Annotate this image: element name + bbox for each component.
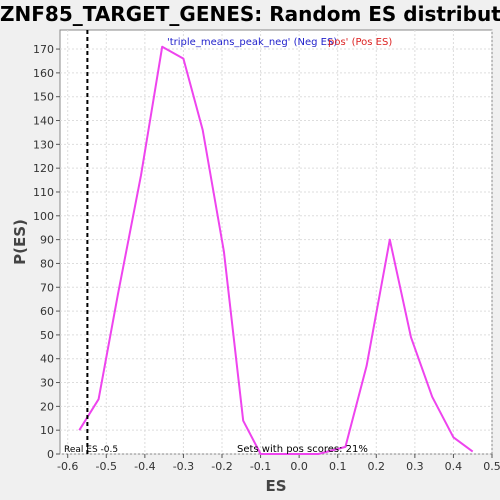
y-tick-label: 0 (47, 448, 54, 461)
pos-scores-annotation: Sets with pos scores: 21% (237, 444, 368, 455)
y-tick-label: 90 (40, 234, 54, 247)
y-tick-label: 10 (40, 424, 54, 437)
x-tick-label: -0.5 (96, 460, 117, 473)
y-tick-label: 20 (40, 400, 54, 413)
y-tick-label: 130 (33, 138, 54, 151)
y-tick-label: 110 (33, 186, 54, 199)
x-tick-label: 0.5 (483, 460, 500, 473)
y-axis: 0 10 20 30 40 50 60 70 80 90 100 110 120 130 140 150 160… (33, 43, 60, 461)
y-tick-label: 60 (40, 305, 54, 318)
x-tick-label: -0.4 (134, 460, 155, 473)
x-axis-label: ES (265, 477, 286, 495)
y-tick-label: 80 (40, 257, 54, 270)
y-tick-label: 170 (33, 43, 54, 56)
x-tick-label: 0.1 (329, 460, 347, 473)
x-tick-label: -0.3 (173, 460, 194, 473)
x-tick-label: 0.2 (368, 460, 386, 473)
y-tick-label: 40 (40, 353, 54, 366)
grid (60, 30, 493, 455)
x-tick-label: 0.0 (290, 460, 308, 473)
plot-area (59, 29, 493, 455)
y-tick-label: 100 (33, 210, 54, 223)
x-axis: -0.6 -0.5 -0.4 -0.3 -0.2 -0.1 0.0 0.1 0.2 0.3 0.4 0… (57, 454, 500, 473)
y-tick-label: 150 (33, 91, 54, 104)
x-tick-label: -0.1 (250, 460, 271, 473)
y-tick-label: 50 (40, 329, 54, 342)
y-tick-label: 140 (33, 115, 54, 128)
y-tick-label: 30 (40, 377, 54, 390)
y-tick-label: 160 (33, 67, 54, 80)
x-tick-label: -0.6 (57, 460, 78, 473)
y-tick-label: 70 (40, 281, 54, 294)
x-tick-label: 0.3 (406, 460, 424, 473)
x-tick-label: -0.2 (211, 460, 232, 473)
chart-title: ZNF85_TARGET_GENES: Random ES distributi… (0, 2, 500, 26)
y-tick-label: 120 (33, 162, 54, 175)
series-line (78, 45, 474, 455)
y-axis-label: P(ES) (11, 219, 29, 265)
legend-pos-label: pos' (Pos ES) (328, 37, 392, 48)
real-es-label: Real ES -0.5 (64, 445, 118, 455)
x-tick-label: 0.4 (445, 460, 463, 473)
legend-neg-label: 'triple_means_peak_neg' (Neg ES) (167, 37, 337, 48)
series-layer (78, 45, 474, 455)
